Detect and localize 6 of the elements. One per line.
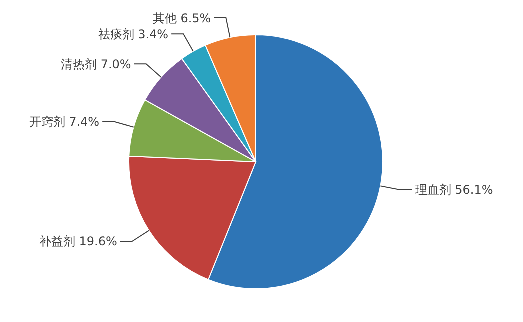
slice-label: 其他 6.5%: [152, 11, 212, 26]
slice-label: 理血剂 56.1%: [415, 183, 494, 198]
slice-label: 补益剂 19.6%: [39, 234, 118, 249]
slice-label: 清热剂 7.0%: [61, 57, 132, 72]
slice-label: 祛痰剂 3.4%: [98, 27, 169, 42]
slice-label: 开窍剂 7.4%: [29, 115, 100, 130]
